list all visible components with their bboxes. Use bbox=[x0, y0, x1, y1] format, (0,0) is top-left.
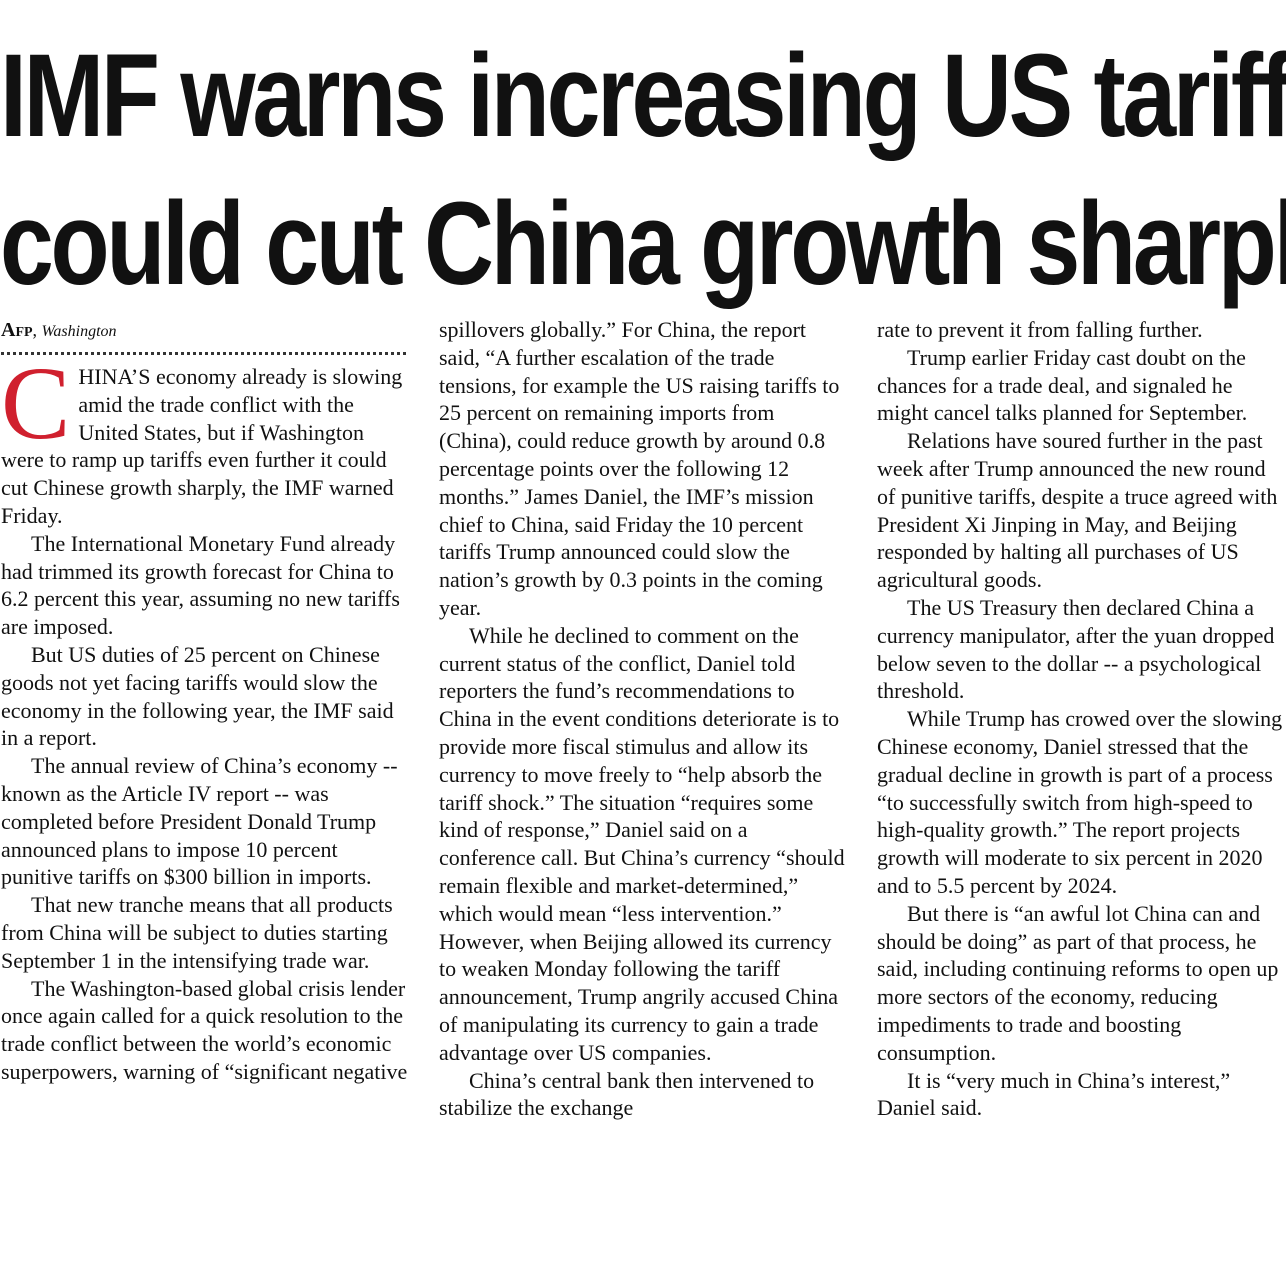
article-column-2: spillovers globally.” For China, the rep… bbox=[439, 316, 847, 1122]
article-column-1: Afp, Washington C HINA’S economy already … bbox=[1, 318, 409, 1086]
paragraph: But there is “an awful lot China can and… bbox=[877, 900, 1279, 1065]
lead-paragraph: C HINA’S economy already is slowing amid … bbox=[1, 346, 409, 530]
paragraph: The Washington-based global crisis lende… bbox=[1, 975, 408, 1084]
paragraph: But US duties of 25 percent on Chinese g… bbox=[1, 641, 394, 751]
byline: Afp, Washington bbox=[1, 319, 117, 341]
article-column-3: rate to prevent it from falling further.… bbox=[877, 316, 1285, 1122]
headline-line-1: IMF warns increasing US tariffs bbox=[0, 30, 1286, 162]
paragraph: The annual review of China’s economy -- … bbox=[1, 753, 398, 890]
paragraph: It is “very much in China’s interest,” D… bbox=[877, 1067, 1231, 1121]
lead-text: HINA’S economy already is slowing amid t… bbox=[1, 364, 403, 528]
paragraph: Relations have soured further in the pas… bbox=[877, 428, 1278, 593]
paragraph: While he declined to comment on the curr… bbox=[439, 622, 845, 1065]
byline-divider bbox=[1, 352, 406, 355]
paragraph-continued: rate to prevent it from falling further. bbox=[877, 317, 1203, 342]
byline-location: Washington bbox=[41, 323, 117, 340]
paragraph-continued: spillovers globally.” For China, the rep… bbox=[439, 317, 840, 620]
paragraph: The US Treasury then declared China a cu… bbox=[877, 594, 1275, 704]
byline-agency: Afp bbox=[1, 319, 33, 341]
drop-cap: C bbox=[1, 346, 71, 461]
paragraph: While Trump has crowed over the slowing … bbox=[877, 706, 1283, 898]
paragraph: Trump earlier Friday cast doubt on the c… bbox=[877, 344, 1248, 426]
headline-line-2: could cut China growth sharply bbox=[0, 178, 1286, 310]
paragraph: China’s central bank then intervened to … bbox=[439, 1067, 815, 1121]
paragraph: The International Monetary Fund already … bbox=[1, 530, 400, 640]
paragraph: That new tranche means that all products… bbox=[1, 892, 393, 973]
headline: IMF warns increasing US tariffs could cu… bbox=[0, 22, 1286, 318]
